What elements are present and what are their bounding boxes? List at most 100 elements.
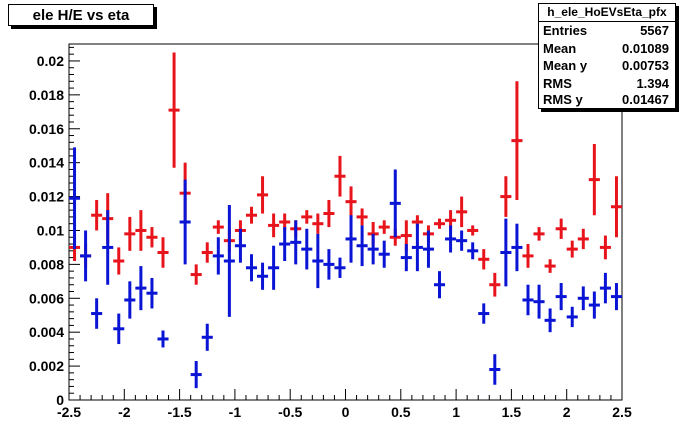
- data-point: [113, 313, 125, 345]
- stats-row-rms: RMS 1.394: [543, 76, 669, 93]
- data-point: [544, 308, 556, 333]
- y-tick-label: 0.006: [29, 290, 64, 306]
- data-point: [124, 281, 136, 319]
- data-point: [500, 218, 512, 287]
- data-point: [157, 237, 169, 268]
- x-tick-label: -2.5: [57, 404, 81, 420]
- data-point: [268, 245, 280, 290]
- x-tick-label: 0.5: [391, 404, 411, 420]
- data-point: [566, 240, 578, 258]
- stats-value: 0.01089: [622, 41, 669, 56]
- stats-value: 1.394: [636, 76, 669, 91]
- data-point: [245, 254, 258, 282]
- data-point: [168, 52, 180, 168]
- data-point: [157, 330, 169, 348]
- stats-value: 0.01467: [622, 92, 669, 107]
- stats-row-mean-y: Mean y 0.00753: [543, 58, 669, 75]
- stats-histogram-name: h_ele_HoEVsEta_pfx: [547, 5, 667, 19]
- data-point: [433, 271, 446, 299]
- data-point: [212, 220, 224, 234]
- data-point: [511, 81, 523, 200]
- data-point: [467, 225, 479, 236]
- data-point: [522, 284, 534, 316]
- data-point: [102, 210, 114, 285]
- data-point: [334, 257, 346, 278]
- data-point: [146, 277, 158, 309]
- data-markers: [69, 52, 622, 389]
- data-point: [190, 361, 202, 389]
- data-point: [445, 225, 457, 253]
- data-point: [378, 240, 390, 268]
- data-point: [323, 249, 335, 280]
- x-tick-label: 2: [563, 404, 571, 420]
- data-point: [345, 186, 357, 217]
- data-point: [599, 235, 611, 260]
- data-point: [389, 169, 401, 238]
- data-point: [500, 176, 512, 217]
- data-point: [257, 176, 269, 214]
- data-point: [301, 228, 313, 270]
- data-point: [113, 247, 125, 275]
- data-point: [599, 272, 611, 304]
- stats-label: Mean: [543, 41, 577, 56]
- data-point: [533, 284, 545, 319]
- data-point: [334, 155, 346, 197]
- y-tick-label: 0.014: [29, 155, 64, 171]
- data-point: [489, 272, 501, 297]
- data-point: [400, 244, 412, 272]
- data-point: [533, 227, 545, 241]
- data-point: [312, 213, 324, 234]
- data-point: [345, 215, 357, 263]
- data-point: [268, 213, 280, 238]
- data-point: [69, 147, 81, 250]
- data-point: [146, 227, 158, 248]
- plot-title: ele H/E vs eta: [32, 7, 130, 24]
- stats-row-entries: Entries 5567: [543, 23, 669, 40]
- data-point: [478, 303, 490, 324]
- data-point: [245, 206, 258, 224]
- x-tick-label: 1.5: [502, 404, 522, 420]
- data-point: [411, 223, 423, 272]
- data-point: [555, 218, 567, 239]
- data-point: [91, 199, 103, 231]
- x-tick-label: -1.5: [168, 404, 192, 420]
- y-tick-label: 0.018: [29, 87, 64, 103]
- x-tick-label: -2: [118, 404, 131, 420]
- data-point: [577, 228, 589, 250]
- stats-label: RMS y: [543, 92, 583, 107]
- data-point: [544, 259, 556, 273]
- y-tick-label: 0.01: [37, 222, 64, 238]
- stats-row-mean: Mean 0.01089: [543, 41, 669, 58]
- data-point: [301, 210, 313, 224]
- stats-label: Entries: [543, 23, 588, 38]
- data-point: [422, 230, 434, 268]
- x-tick-label: 0: [342, 404, 350, 420]
- data-point: [234, 228, 246, 263]
- data-point: [555, 283, 567, 311]
- data-point: [610, 176, 622, 238]
- y-tick-label: 0.016: [29, 121, 64, 137]
- stats-separator: [539, 21, 675, 22]
- data-point: [433, 218, 446, 229]
- plot-title-box: ele H/E vs eta: [8, 4, 154, 26]
- data-point: [378, 220, 390, 234]
- data-point: [223, 205, 235, 317]
- data-point: [356, 208, 368, 226]
- y-tick-label: 0.02: [37, 53, 64, 69]
- data-point: [179, 179, 191, 265]
- data-point: [489, 354, 501, 385]
- y-tick-label: 0.004: [29, 324, 64, 340]
- data-point: [522, 244, 534, 268]
- data-point: [610, 283, 622, 311]
- data-point: [212, 237, 224, 275]
- y-tick-label: 0: [56, 392, 64, 408]
- data-point: [135, 210, 147, 251]
- y-tick-label: 0.008: [29, 256, 64, 272]
- x-tick-label: 1: [452, 404, 460, 420]
- data-point: [279, 227, 291, 261]
- data-point: [588, 144, 600, 216]
- data-point: [456, 230, 468, 251]
- data-point: [257, 262, 269, 290]
- y-tick-label: 0.012: [29, 189, 64, 205]
